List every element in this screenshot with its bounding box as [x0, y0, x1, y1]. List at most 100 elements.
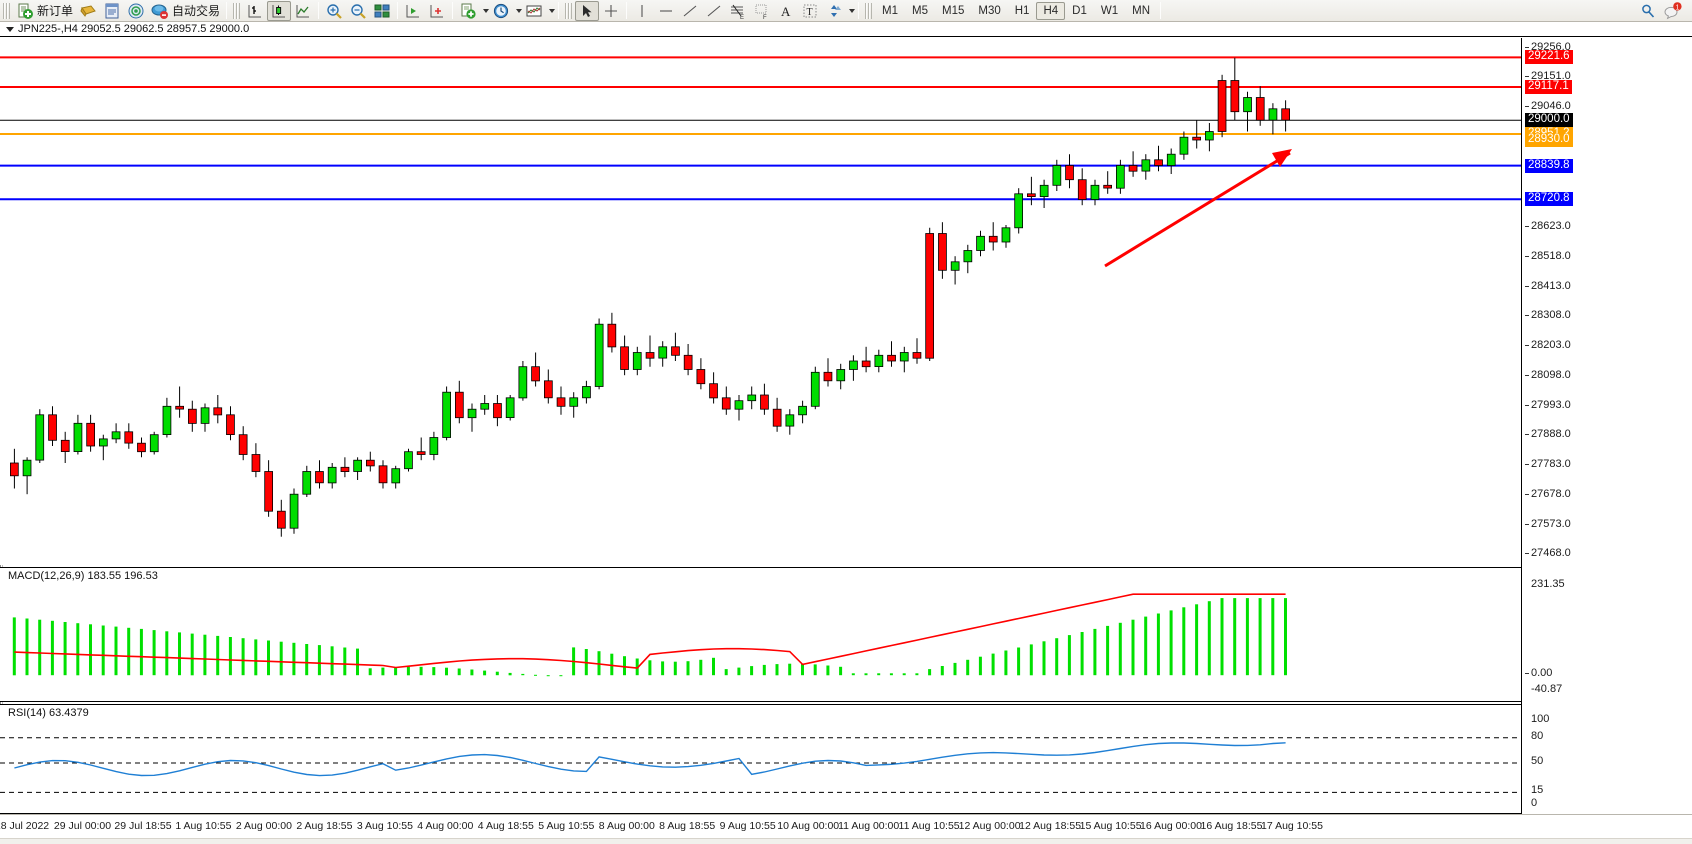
timeframe-m30[interactable]: M30: [971, 2, 1007, 20]
price-tag-resistance-line[interactable]: 29221.6: [1525, 50, 1573, 65]
timeframe-mn[interactable]: MN: [1125, 2, 1157, 20]
candlestick-chart-button[interactable]: [267, 0, 292, 21]
zoom-in-button[interactable]: [322, 1, 346, 21]
time-label: 12 Aug 00:00: [958, 820, 1021, 832]
text-icon: A: [777, 2, 795, 20]
fibonacci-button[interactable]: E: [726, 1, 750, 21]
candlestick-chart-icon: [270, 2, 288, 20]
new-order-button[interactable]: 新订单: [13, 1, 76, 21]
trendline-button[interactable]: [678, 1, 702, 21]
data-window-button[interactable]: [100, 1, 124, 21]
indicators-button[interactable]: [522, 1, 546, 21]
templates-dropdown-caret[interactable]: [483, 8, 490, 13]
price-tag-support-line[interactable]: 28839.8: [1525, 158, 1573, 173]
timeframe-h1-label: H1: [1014, 4, 1030, 17]
price-chart-pane[interactable]: [0, 38, 1521, 565]
rsi-pane[interactable]: RSI(14) 63.4379: [0, 704, 1521, 814]
timeframe-h1[interactable]: H1: [1008, 2, 1037, 20]
navigator-button[interactable]: [124, 1, 148, 21]
price-axis-column[interactable]: 29256.0 29151.0 29046.0 28623.0 28518.0 28413…: [1521, 38, 1692, 814]
time-label: 29 Jul 00:00: [53, 820, 112, 832]
timeframe-mn-label: MN: [1132, 4, 1150, 17]
indicators-dropdown-caret[interactable]: [549, 8, 556, 13]
auto-trading-button[interactable]: 自动交易: [148, 1, 223, 21]
timeframe-m1[interactable]: M1: [875, 2, 905, 20]
time-label: 29 Jul 18:55: [114, 820, 172, 832]
auto-scroll-button[interactable]: [425, 1, 449, 21]
time-label: 2 Aug 00:00: [235, 820, 292, 832]
toolbar-separator-8: [1160, 2, 1161, 19]
text-label-button[interactable]: F: [750, 1, 774, 21]
horizontal-line-button[interactable]: [654, 1, 678, 21]
time-label: 8 Aug 00:00: [598, 820, 655, 832]
time-label: 12 Aug 18:55: [1019, 820, 1082, 832]
timeframe-m5-label: M5: [912, 4, 928, 17]
bar-chart-button[interactable]: [243, 1, 267, 21]
cursor-icon: [578, 2, 596, 20]
price-tick: 27993.0: [1525, 399, 1571, 411]
shift-end-button[interactable]: [401, 1, 425, 21]
price-tag-resistance-line[interactable]: 29117.1: [1525, 80, 1572, 94]
toolbar-grip-3[interactable]: [565, 2, 573, 19]
navigator-icon: [127, 2, 145, 20]
expert-advisor-button[interactable]: [76, 1, 100, 21]
crosshair-button[interactable]: [599, 1, 623, 21]
text-button[interactable]: A: [774, 1, 798, 21]
timeframe-m5[interactable]: M5: [905, 2, 935, 20]
price-tick: 27573.0: [1525, 518, 1571, 530]
status-bar: [0, 838, 1692, 844]
time-label: 28 Jul 2022: [0, 820, 50, 832]
toolbar-grip-4[interactable]: [865, 2, 873, 19]
horizontal-line-icon: [657, 2, 675, 20]
macd-tick-top: 231.35: [1531, 578, 1565, 590]
time-label: 10 Aug 00:00: [777, 820, 840, 832]
chart-header: JPN225-,H4 29052.5 29062.5 28957.5 29000…: [0, 22, 1692, 37]
period-button[interactable]: [489, 1, 513, 21]
timeframe-h4[interactable]: H4: [1036, 1, 1066, 20]
toolbar-grip[interactable]: [3, 2, 10, 19]
textbox-button[interactable]: T: [798, 1, 822, 21]
macd-pane[interactable]: MACD(12,26,9) 183.55 196.53: [0, 567, 1521, 702]
rsi-tick-100: 100: [1531, 713, 1550, 725]
alerts-button[interactable]: 1: [1660, 1, 1684, 21]
toolbar-separator-7: [858, 2, 860, 19]
shapes-dropdown-caret[interactable]: [849, 8, 856, 13]
price-tick: 28518.0: [1525, 250, 1571, 262]
trendline-2-button[interactable]: [702, 1, 726, 21]
time-label: 11 Aug 10:55: [898, 820, 960, 832]
price-tag-support-line[interactable]: 28720.8: [1525, 192, 1573, 207]
templates-button[interactable]: [456, 1, 480, 21]
shapes-button[interactable]: [822, 1, 846, 21]
zoom-out-icon: [349, 2, 367, 20]
cursor-button[interactable]: [575, 0, 600, 21]
vertical-line-button[interactable]: [630, 1, 654, 21]
vertical-line-icon: [633, 2, 651, 20]
time-label: 9 Aug 10:55: [719, 820, 776, 832]
rsi-tick-80: 80: [1531, 729, 1544, 742]
period-dropdown-caret[interactable]: [516, 8, 523, 13]
tile-windows-button[interactable]: [370, 1, 394, 21]
tile-windows-icon: [373, 2, 391, 20]
time-label: 15 Aug 10:55: [1079, 820, 1142, 832]
crosshair-icon: [602, 2, 620, 20]
zoom-out-button[interactable]: [346, 1, 370, 21]
macd-tick-bottom: -40.87: [1531, 683, 1563, 695]
time-label: 17 Aug 10:55: [1261, 820, 1323, 832]
main-toolbar: 新订单: [0, 0, 1692, 22]
chart-collapse-icon[interactable]: [6, 26, 14, 32]
timeframe-d1[interactable]: D1: [1065, 2, 1094, 20]
fibonacci-icon: E: [729, 2, 747, 20]
search-button[interactable]: [1636, 1, 1660, 21]
auto-trading-icon: [151, 2, 169, 20]
timeframe-m15-label: M15: [942, 4, 965, 17]
price-tag-last-price-line[interactable]: 29000.0: [1525, 113, 1573, 128]
macd-label: MACD(12,26,9) 183.55 196.53: [8, 570, 158, 582]
price-tag-pivot-line-2[interactable]: 28930.0: [1525, 133, 1573, 147]
line-chart-button[interactable]: [291, 1, 315, 21]
toolbar-grip-2[interactable]: [233, 2, 241, 19]
new-order-icon: [16, 2, 34, 20]
timeframe-m15[interactable]: M15: [935, 2, 971, 20]
toolbar-separator-6: [626, 2, 628, 19]
timeframe-w1[interactable]: W1: [1094, 2, 1125, 20]
time-label: 5 Aug 10:55: [538, 820, 595, 832]
